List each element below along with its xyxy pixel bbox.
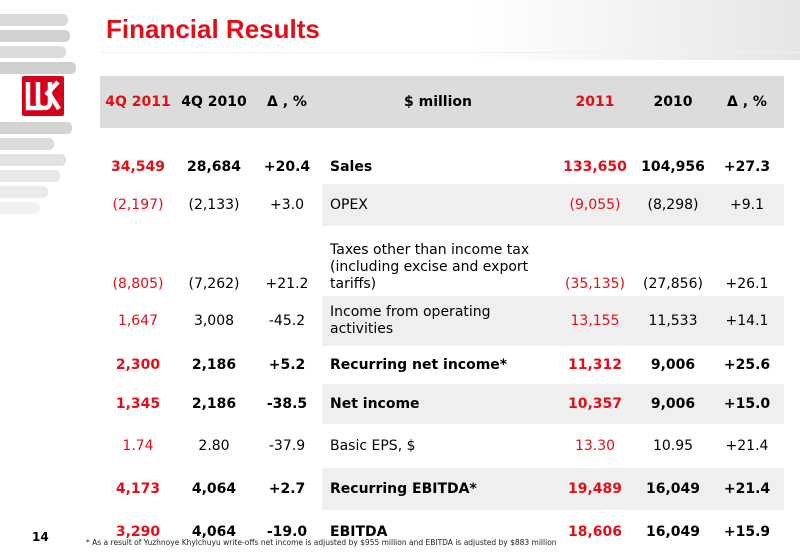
cell-delta-year: +15.9 (723, 523, 771, 540)
company-logo (22, 76, 64, 116)
table-header-row: 4Q 2011 4Q 2010 Δ , % $ million 2011 201… (100, 76, 784, 128)
cell-delta-quarter: +21.2 (265, 276, 309, 292)
cell-4q2011: 1,647 (117, 312, 159, 329)
table-row: 1.74 2.80 -37.9 Basic EPS, $ 13.30 10.95… (100, 424, 784, 468)
cell-2010: 16,049 (645, 523, 701, 540)
cell-delta-year: +27.3 (723, 159, 771, 175)
header-background (80, 0, 800, 60)
cell-delta-quarter: -19.0 (266, 523, 308, 540)
row-label: Recurring net income* (330, 356, 508, 373)
sidebar-stripe (0, 186, 48, 198)
row-label: Net income (322, 384, 554, 424)
cell-4q2010: 3,008 (193, 312, 235, 329)
row-label: Income from operating activities (322, 296, 554, 346)
cell-delta-year: +15.0 (710, 384, 784, 424)
header-divider (100, 52, 800, 53)
column-header: 2011 (554, 76, 636, 128)
page-number: 14 (32, 530, 49, 544)
table-row: 4,173 4,064 +2.7 Recurring EBITDA* 19,48… (100, 468, 784, 510)
sidebar-stripe (0, 202, 40, 214)
cell-2010: 11,533 (636, 296, 710, 346)
cell-2011: 11,312 (567, 356, 623, 373)
cell-2010: (27,856) (643, 276, 703, 292)
cell-4q2011: 34,549 (110, 159, 166, 175)
cell-delta-year: +21.4 (710, 468, 784, 510)
column-header: 4Q 2010 (176, 76, 252, 128)
table-row: (8,805) (7,262) +21.2 Taxes other than i… (100, 226, 784, 296)
sidebar-stripe (0, 122, 72, 134)
cell-4q2010: 4,064 (191, 523, 237, 540)
sidebar-stripe (0, 30, 70, 42)
table-row: 1,345 2,186 -38.5 Net income 10,357 9,00… (100, 384, 784, 424)
cell-2010: 16,049 (636, 468, 710, 510)
row-label: Basic EPS, $ (330, 437, 416, 454)
cell-delta-quarter: -37.9 (268, 437, 306, 454)
page-title: Financial Results (106, 14, 320, 44)
table-row: (2,197) (2,133) +3.0 OPEX (9,055) (8,298… (100, 184, 784, 226)
cell-4q2010: 4,064 (191, 480, 237, 497)
cell-delta-quarter: -45.2 (268, 312, 306, 329)
cell-4q2010: 2.80 (198, 437, 230, 454)
row-label: Recurring EBITDA* (322, 468, 554, 510)
cell-delta-year: +9.1 (710, 184, 784, 226)
cell-4q2011: (8,805) (112, 276, 164, 292)
column-header: Δ , % (710, 76, 784, 128)
cell-4q2010: 2,186 (191, 356, 237, 373)
cell-2010: (8,298) (636, 184, 710, 226)
row-label: Sales (330, 159, 373, 175)
sidebar-stripe (0, 14, 68, 26)
column-header: 2010 (636, 76, 710, 128)
table-row: 3,290 4,064 -19.0 EBITDA 18,606 16,049 +… (100, 510, 784, 554)
cell-delta-year: +25.6 (723, 356, 771, 373)
cell-4q2010: 2,186 (191, 395, 237, 412)
row-label: OPEX (322, 184, 554, 226)
sidebar-stripe (0, 46, 66, 58)
cell-delta-quarter: +3.0 (270, 196, 304, 213)
cell-4q2010: (2,133) (188, 196, 240, 213)
row-label: EBITDA (330, 523, 388, 540)
cell-2011: (35,135) (565, 276, 625, 292)
cell-4q2011: 3,290 (115, 523, 161, 540)
table-row: 34,549 28,684 +20.4 Sales 133,650 104,95… (100, 128, 784, 184)
cell-2010: 9,006 (650, 356, 696, 373)
logo-mark-icon (25, 80, 61, 111)
table-row: 2,300 2,186 +5.2 Recurring net income* 1… (100, 346, 784, 384)
cell-4q2010: (7,262) (188, 276, 240, 292)
financial-results-table: 4Q 2011 4Q 2010 Δ , % $ million 2011 201… (100, 76, 784, 554)
cell-4q2011: (2,197) (112, 196, 164, 213)
footnote: * As a result of Yuzhnoye Khylchuyu writ… (86, 538, 557, 547)
cell-4q2011: 4,173 (115, 480, 161, 497)
cell-2011: 133,650 (563, 159, 627, 175)
cell-4q2011: 2,300 (115, 356, 161, 373)
cell-4q2011: 1.74 (122, 437, 154, 454)
sidebar-stripe (0, 154, 66, 166)
sidebar-stripe (0, 62, 76, 74)
table-row: 1,647 3,008 -45.2 Income from operating … (100, 296, 784, 346)
column-header: 4Q 2011 (100, 76, 176, 128)
cell-2011: 13.30 (574, 437, 616, 454)
column-header: Δ , % (252, 76, 322, 128)
cell-4q2010: 28,684 (186, 159, 242, 175)
sidebar-stripe (0, 138, 54, 150)
cell-delta-quarter: +2.7 (268, 480, 306, 497)
sidebar-decoration (0, 0, 80, 554)
cell-2011: 10,357 (554, 384, 636, 424)
cell-delta-year: +14.1 (710, 296, 784, 346)
cell-2010: 10.95 (652, 437, 694, 454)
cell-2011: (9,055) (554, 184, 636, 226)
cell-2011: 13,155 (554, 296, 636, 346)
sidebar-stripe (0, 170, 60, 182)
cell-delta-quarter: +20.4 (263, 159, 311, 175)
cell-2011: 18,606 (567, 523, 623, 540)
cell-delta-quarter: -38.5 (266, 395, 308, 412)
row-label: Taxes other than income tax (including e… (330, 242, 530, 292)
column-header: $ million (322, 76, 554, 128)
cell-delta-year: +21.4 (725, 437, 769, 454)
cell-2011: 19,489 (554, 468, 636, 510)
cell-2010: 104,956 (641, 159, 705, 175)
cell-2010: 9,006 (636, 384, 710, 424)
cell-4q2011: 1,345 (115, 395, 161, 412)
cell-delta-quarter: +5.2 (268, 356, 306, 373)
cell-delta-year: +26.1 (725, 276, 769, 292)
